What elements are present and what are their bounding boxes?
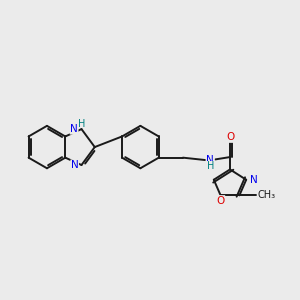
Text: N: N <box>71 160 79 170</box>
Text: CH₃: CH₃ <box>258 190 276 200</box>
Text: O: O <box>226 132 234 142</box>
Text: H: H <box>207 161 214 172</box>
Text: N: N <box>250 175 258 185</box>
Text: O: O <box>217 196 225 206</box>
Text: N: N <box>70 124 78 134</box>
Text: N: N <box>206 155 214 165</box>
Text: H: H <box>78 119 85 129</box>
